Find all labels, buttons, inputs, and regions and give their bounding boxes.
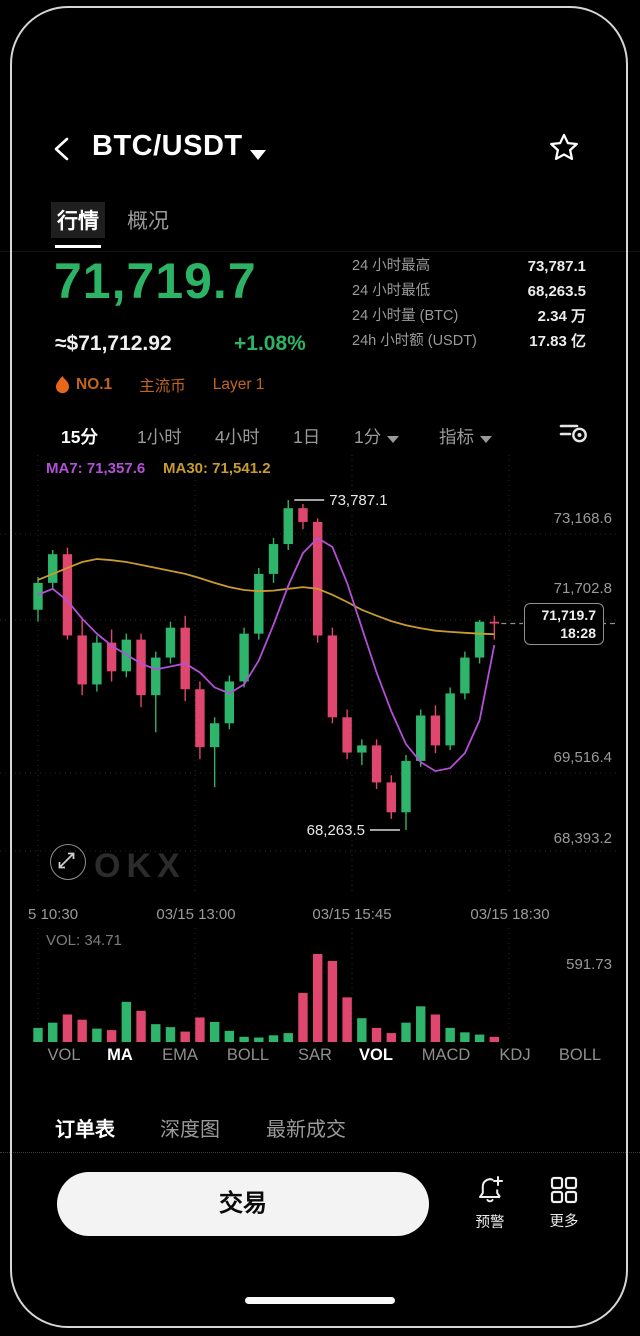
fullscreen-button[interactable]: [50, 844, 86, 880]
alert-label: 预警: [475, 1215, 505, 1231]
stat-row: 24 小时最低 68,263.5: [352, 279, 586, 304]
timeframe-4h[interactable]: 4小时: [215, 427, 260, 447]
y-axis-tick: 73,168.6: [553, 510, 612, 527]
stat-label: 24 小时量 (BTC): [352, 308, 459, 324]
favorite-star-icon[interactable]: [548, 132, 580, 164]
volume-svg: [33, 928, 510, 1042]
pair-dropdown-caret[interactable]: [250, 150, 266, 160]
indicator-macd[interactable]: MACD: [421, 1046, 471, 1064]
stat-row: 24 小时最高 73,787.1: [352, 254, 586, 279]
indicator-kdj[interactable]: KDJ: [499, 1046, 531, 1064]
rank-badge[interactable]: NO.1: [55, 375, 113, 395]
bell-plus-icon: [479, 1176, 503, 1203]
indicator-boll[interactable]: BOLL: [226, 1046, 270, 1064]
page-title: BTC/USDT: [92, 130, 243, 162]
timeframe-1d[interactable]: 1日: [293, 427, 321, 447]
rank-label: NO.1: [76, 376, 113, 393]
tab-order-book[interactable]: 订单表: [55, 1119, 115, 1141]
stat-value: 17.83 亿: [529, 333, 586, 350]
chevron-down-icon: [387, 436, 400, 443]
stat-label: 24 小时最低: [352, 283, 431, 299]
indicator-dropdown[interactable]: 指标: [439, 424, 492, 449]
tab-quotes[interactable]: 行情: [51, 202, 105, 238]
x-axis-tick: 03/15 15:45: [312, 906, 392, 923]
divider: [0, 251, 640, 252]
candlestick-chart[interactable]: 73,787.1 68,263.5 MA7: 71,357.6 MA30: 71,…: [0, 455, 640, 905]
ma7-label: MA7: 71,357.6: [46, 460, 146, 477]
more-label: 更多: [549, 1214, 579, 1230]
volume-max-label: 591.73: [566, 956, 612, 973]
badges-row: NO.1 主流币 Layer 1: [55, 374, 264, 396]
tag-layer1[interactable]: Layer 1: [212, 376, 265, 393]
indicator-sar[interactable]: SAR: [298, 1046, 332, 1064]
indicator-vol-sub[interactable]: VOL: [359, 1046, 393, 1064]
back-button[interactable]: [50, 136, 76, 162]
home-indicator: [245, 1297, 395, 1304]
x-axis-tick: 03/15 18:30: [470, 906, 550, 923]
stat-row: 24 小时量 (BTC) 2.34 万: [352, 304, 586, 329]
y-axis-tick: 71,702.8: [553, 580, 612, 597]
volume-label: VOL: 34.71: [46, 932, 122, 949]
stat-row: 24h 小时额 (USDT) 17.83 亿: [352, 329, 586, 354]
timeframe-more-dropdown[interactable]: 1分: [354, 424, 400, 449]
timeframe-1h[interactable]: 1小时: [137, 427, 182, 447]
tag-mainstream[interactable]: 主流币: [139, 378, 186, 395]
grid-icon: [550, 1176, 578, 1204]
timeframe-more-label: 1分: [354, 427, 382, 447]
x-axis-tick: 5 10:30: [28, 906, 79, 923]
tab-depth-chart[interactable]: 深度图: [160, 1119, 220, 1141]
change-percent: +1.08%: [234, 332, 306, 355]
svg-text:68,263.5: 68,263.5: [307, 822, 365, 839]
stats-panel: 24 小时最高 73,787.1 24 小时最低 68,263.5 24 小时量…: [352, 254, 586, 354]
stat-value: 73,787.1: [527, 258, 586, 275]
ma30-label: MA30: 71,541.2: [163, 460, 271, 477]
tag-price: 71,719.7: [541, 607, 597, 623]
stat-value: 2.34 万: [537, 308, 586, 325]
tag-time: 18:28: [560, 625, 596, 641]
more-button[interactable]: 更多: [536, 1172, 592, 1231]
alert-button[interactable]: 预警: [462, 1172, 518, 1232]
stat-label: 24h 小时额 (USDT): [352, 333, 477, 349]
current-price-tag: 71,719.7 18:28: [524, 603, 604, 645]
indicator-ma[interactable]: MA: [107, 1046, 133, 1064]
indicator-dropdown-label: 指标: [439, 427, 474, 447]
last-price: 71,719.7: [54, 253, 257, 309]
svg-text:73,787.1: 73,787.1: [329, 492, 387, 509]
y-axis-tick: 69,516.4: [553, 749, 612, 766]
main-chart-svg: 73,787.1 68,263.5: [0, 455, 618, 895]
x-axis-tick: 03/15 13:00: [156, 906, 236, 923]
expand-arrows-icon: [58, 852, 75, 869]
tab-latest-trades[interactable]: 最新成交: [266, 1119, 346, 1141]
x-axis: 5 10:30 03/15 13:00 03/15 15:45 03/15 18…: [0, 906, 640, 926]
indicator-vol-main[interactable]: VOL: [47, 1046, 81, 1064]
stat-label: 24 小时最高: [352, 258, 431, 274]
chevron-down-icon: [480, 436, 492, 443]
volume-chart[interactable]: VOL: 34.71 591.73: [0, 928, 640, 1046]
indicator-ema[interactable]: EMA: [162, 1046, 198, 1064]
timeframe-15m[interactable]: 15分: [61, 427, 98, 447]
tab-overview[interactable]: 概况: [127, 210, 169, 233]
fiat-price: ≈$71,712.92: [55, 332, 172, 355]
divider: [0, 1152, 640, 1153]
stat-value: 68,263.5: [527, 283, 586, 300]
flame-icon: [56, 375, 69, 393]
indicator-boll-sub[interactable]: BOLL: [558, 1046, 602, 1064]
y-axis-tick: 68,393.2: [553, 830, 612, 847]
okx-watermark: OKX: [94, 847, 186, 885]
trade-button[interactable]: 交易: [57, 1172, 429, 1236]
active-tab-underline: [55, 245, 101, 248]
chart-settings-icon[interactable]: [558, 418, 590, 446]
